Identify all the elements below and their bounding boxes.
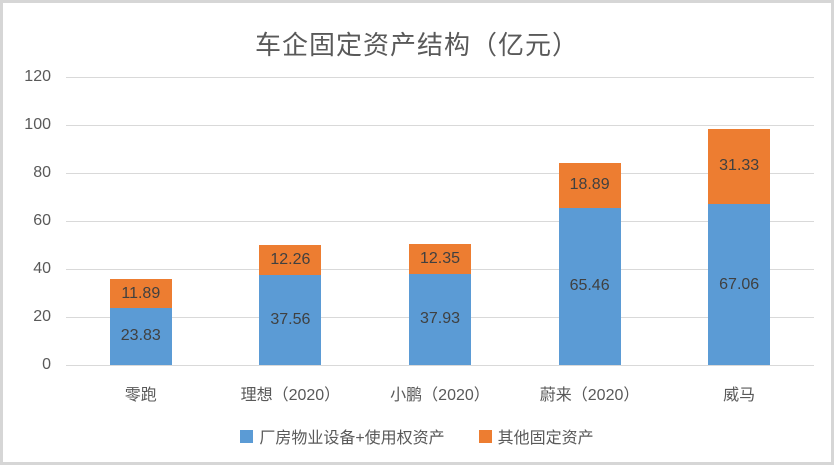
x-axis-category-label: 零跑: [124, 387, 157, 404]
data-label: 37.56: [270, 310, 311, 328]
gridline-y-120: [66, 76, 814, 78]
y-axis-tick-label-120: 120: [24, 68, 51, 85]
legend-label-series1: 厂房物业设备+使用权资产: [259, 430, 445, 447]
data-label: 37.93: [419, 310, 461, 328]
data-label: 12.35: [419, 250, 461, 268]
bar-segment-蔚来（2020）-其他固定资产: 18.89: [558, 162, 621, 208]
legend: 厂房物业设备+使用权资产 其他固定资产: [3, 424, 831, 448]
x-axis-category-label: 威马: [723, 387, 756, 404]
bar-segment-小鹏（2020）-厂房物业设备+使用权资产: 37.93: [409, 273, 471, 365]
legend-item-series2: 其他固定资产: [478, 424, 594, 448]
legend-swatch-blue-icon: [240, 429, 254, 443]
bar-segment-理想（2020）-其他固定资产: 12.26: [259, 245, 322, 275]
y-axis-tick-label-80: 80: [33, 164, 51, 181]
data-label: 18.89: [569, 176, 610, 194]
x-axis-category-label: 小鹏（2020）: [390, 387, 490, 404]
bar-segment-零跑-其他固定资产: 11.89: [109, 279, 172, 308]
data-label: 31.33: [719, 157, 760, 175]
legend-item-series1: 厂房物业设备+使用权资产: [240, 424, 445, 448]
bar-segment-小鹏（2020）-其他固定资产: 12.35: [409, 244, 471, 274]
y-axis-tick-label-0: 0: [42, 356, 51, 373]
bar-segment-理想（2020）-厂房物业设备+使用权资产: 37.56: [259, 274, 322, 365]
data-label: 12.26: [270, 251, 311, 269]
bar-segment-蔚来（2020）-厂房物业设备+使用权资产: 65.46: [558, 207, 621, 365]
y-axis-tick-label-20: 20: [33, 308, 51, 325]
data-label: 67.06: [719, 275, 760, 293]
data-label: 65.46: [569, 277, 610, 295]
legend-swatch-orange-icon: [478, 429, 492, 443]
y-axis-tick-label-40: 40: [33, 260, 51, 277]
x-axis-category-label: 理想（2020）: [240, 387, 341, 404]
data-label: 23.83: [120, 327, 161, 345]
gridline-y-100: [66, 124, 814, 126]
bar-segment-威马-厂房物业设备+使用权资产: 67.06: [708, 204, 771, 365]
bar-segment-零跑-厂房物业设备+使用权资产: 23.83: [109, 307, 172, 365]
gridline-y-60: [66, 220, 814, 222]
legend-label-series2: 其他固定资产: [497, 430, 594, 447]
gridline-y-80: [66, 172, 814, 174]
x-axis-category-label: 蔚来（2020）: [539, 387, 640, 404]
y-axis-tick-label-100: 100: [24, 116, 51, 133]
chart-title: 车企固定资产结构（亿元）: [254, 30, 579, 60]
bar-segment-威马-其他固定资产: 31.33: [708, 128, 771, 205]
y-axis-tick-label-60: 60: [33, 212, 51, 229]
gridline-y-0: [66, 364, 814, 366]
data-label: 11.89: [121, 284, 161, 302]
